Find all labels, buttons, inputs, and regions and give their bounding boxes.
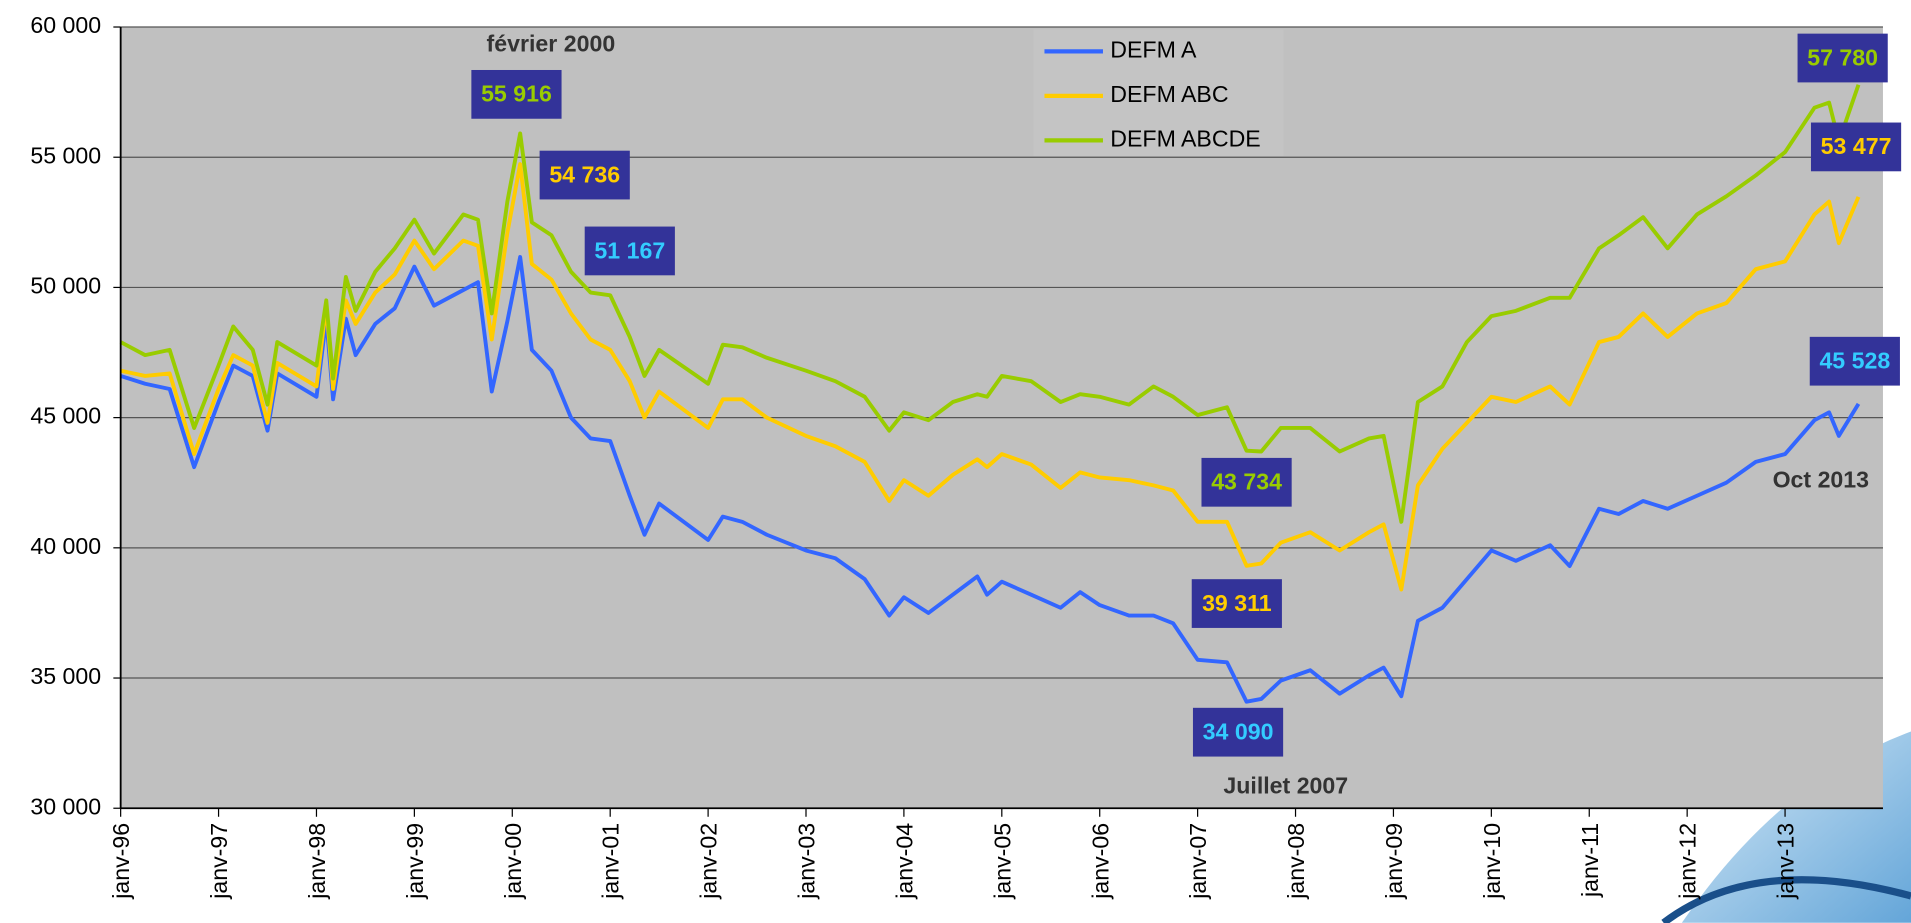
x-tick-label: janv-08 <box>1283 823 1309 900</box>
x-tick-label: janv-06 <box>1087 823 1113 900</box>
x-tick-label: janv-00 <box>500 823 526 900</box>
series-line <box>120 255 1861 704</box>
y-tick-label: 30 000 <box>30 793 101 819</box>
x-tick-label: janv-13 <box>1773 823 1799 900</box>
value-label-box <box>1797 33 1888 83</box>
decoration <box>1661 876 1911 923</box>
y-tick-label: 60 000 <box>30 12 101 38</box>
value-label-box <box>539 150 630 200</box>
value-label: 45 528 <box>1819 348 1890 374</box>
value-label: 53 477 <box>1821 133 1892 159</box>
legend-label: DEFM ABC <box>1110 81 1228 107</box>
value-label-box <box>1809 336 1900 386</box>
value-label-box <box>1810 122 1902 172</box>
x-tick-label: janv-98 <box>304 823 330 900</box>
legend-label: DEFM A <box>1110 37 1197 63</box>
value-label: 34 090 <box>1203 719 1274 745</box>
x-tick-label: janv-02 <box>696 823 722 900</box>
x-tick-label: janv-09 <box>1381 823 1407 900</box>
y-tick-label: 35 000 <box>30 663 101 689</box>
annotation: Oct 2013 <box>1773 467 1870 493</box>
x-tick-label: janv-07 <box>1185 823 1211 900</box>
x-tick-label: janv-05 <box>989 823 1015 900</box>
y-tick-label: 40 000 <box>30 533 101 559</box>
value-label-box <box>471 69 562 119</box>
x-tick-label: janv-12 <box>1675 823 1701 900</box>
x-tick-label: janv-11 <box>1577 823 1603 898</box>
x-tick-label: janv-96 <box>108 823 134 900</box>
value-label: 55 916 <box>481 81 552 107</box>
value-label-box <box>1192 707 1284 757</box>
y-tick-label: 50 000 <box>30 273 101 299</box>
x-tick-label: janv-10 <box>1479 823 1505 900</box>
series-line <box>120 162 1861 592</box>
value-label-box <box>1201 457 1292 507</box>
annotation: Juillet 2007 <box>1223 773 1348 799</box>
x-tick-label: janv-99 <box>402 823 428 900</box>
value-label: 39 311 <box>1202 590 1272 616</box>
series-line <box>119 84 1861 524</box>
legend-label: DEFM ABCDE <box>1110 125 1260 151</box>
annotation: février 2000 <box>487 30 616 56</box>
x-tick-label: janv-01 <box>598 823 624 900</box>
value-label: 57 780 <box>1807 44 1878 70</box>
value-label: 51 167 <box>594 237 665 263</box>
x-tick-label: janv-97 <box>206 823 232 900</box>
y-tick-label: 55 000 <box>30 142 101 168</box>
y-tick-label: 45 000 <box>30 403 101 429</box>
value-label: 54 736 <box>549 161 620 187</box>
value-label-box <box>584 226 675 276</box>
x-tick-label: janv-03 <box>794 823 820 900</box>
value-label-box <box>1191 579 1282 628</box>
value-label: 43 734 <box>1211 469 1282 495</box>
x-tick-label: janv-04 <box>891 823 917 900</box>
